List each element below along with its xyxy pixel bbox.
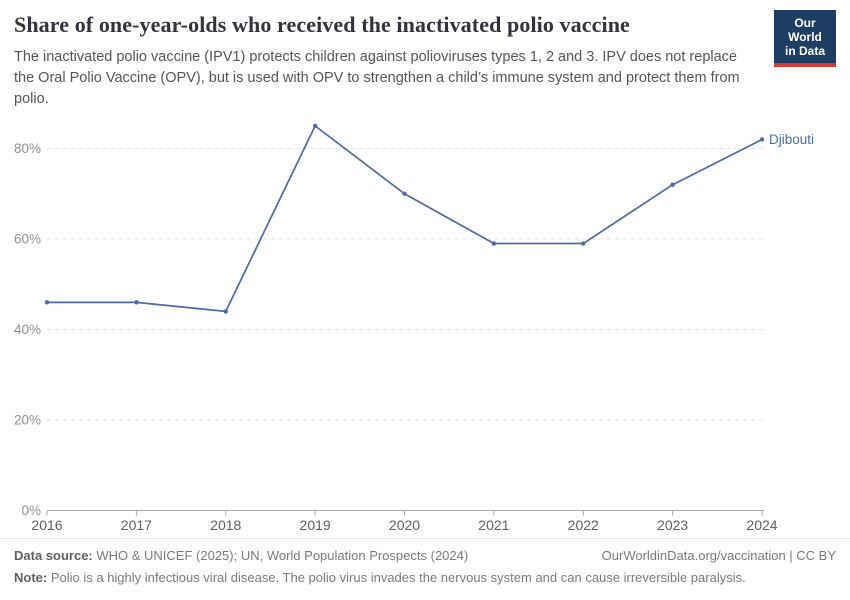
y-tick-label: 60% — [14, 232, 41, 247]
x-tick-label: 2022 — [568, 517, 599, 533]
data-point[interactable] — [223, 309, 228, 314]
x-tick-label: 2023 — [657, 517, 688, 533]
data-point[interactable] — [44, 300, 50, 305]
data-source-text: WHO & UNICEF (2025); UN, World Populatio… — [92, 548, 469, 563]
data-point[interactable] — [759, 137, 765, 142]
data-point[interactable] — [402, 191, 407, 196]
x-tick-label: 2021 — [478, 517, 509, 533]
chart-subtitle: The inactivated polio vaccine (IPV1) pro… — [14, 49, 740, 108]
data-line[interactable] — [46, 125, 763, 313]
series-label[interactable]: Djibouti — [769, 132, 814, 147]
chart-footer: Data source: WHO & UNICEF (2025); UN, Wo… — [0, 538, 850, 585]
y-tick-label: 0% — [21, 503, 41, 518]
data-source-label: Data source: — [14, 548, 93, 563]
owid-logo-line1: Our World — [788, 16, 822, 44]
x-tick-label: 2019 — [300, 517, 331, 533]
footer-note-row: Note: Polio is a highly infectious viral… — [14, 570, 836, 585]
note-text: Polio is a highly infectious viral disea… — [47, 570, 746, 585]
owid-logo-text: Our World in Data — [774, 10, 836, 63]
note-label: Note: — [14, 570, 48, 585]
x-tick-label: 2016 — [31, 517, 62, 533]
footer-source-row: Data source: WHO & UNICEF (2025); UN, Wo… — [14, 548, 836, 563]
data-point[interactable] — [491, 241, 497, 246]
x-tick-label: 2017 — [121, 517, 152, 533]
x-tick-label: 2018 — [210, 517, 241, 533]
x-tick-label: 2020 — [389, 517, 420, 533]
data-point[interactable] — [581, 241, 586, 246]
chart-title: Share of one-year-olds who received the … — [14, 12, 630, 37]
data-point[interactable] — [312, 123, 318, 129]
data-point[interactable] — [134, 300, 139, 305]
y-tick-label: 40% — [14, 322, 41, 337]
data-source: Data source: WHO & UNICEF (2025); UN, Wo… — [14, 548, 468, 563]
owid-logo[interactable]: Our World in Data — [774, 10, 836, 67]
y-tick-label: 20% — [14, 413, 41, 428]
x-tick-label: 2024 — [746, 517, 777, 533]
y-tick-label: 80% — [14, 141, 41, 156]
data-point[interactable] — [670, 182, 675, 187]
chart-header: Share of one-year-olds who received the … — [14, 12, 836, 110]
owid-license-link[interactable]: OurWorldinData.org/vaccination | CC BY — [601, 548, 836, 563]
owid-logo-line2: in Data — [784, 44, 825, 58]
owid-logo-accent-bar — [774, 63, 836, 67]
